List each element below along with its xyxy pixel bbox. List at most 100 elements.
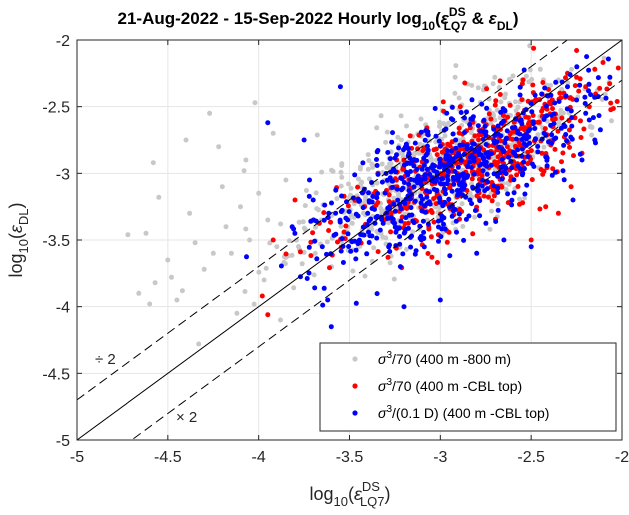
data-point <box>314 256 320 262</box>
data-point <box>388 161 394 167</box>
data-point <box>455 175 461 181</box>
data-point <box>581 126 587 132</box>
data-point <box>437 196 443 202</box>
data-point <box>187 210 193 216</box>
series-2 <box>244 54 613 330</box>
data-point <box>437 297 443 303</box>
data-point <box>455 192 461 198</box>
data-point <box>462 130 468 135</box>
data-point <box>424 166 430 172</box>
data-point <box>399 176 405 182</box>
data-point <box>553 135 559 141</box>
legend-label-blue: σ3/(0.1 D) (400 m -CBL top) <box>378 404 549 421</box>
legend-gray-sigma: σ <box>378 351 387 367</box>
data-point <box>338 248 344 254</box>
data-point <box>437 123 442 129</box>
data-point <box>604 86 610 92</box>
data-point <box>270 237 276 243</box>
y-tick-label: -4 <box>56 300 70 317</box>
data-point <box>568 108 574 114</box>
data-point <box>387 175 393 181</box>
y-ticks: -5 -4.5 -4 -3.5 -3 -2.5 -2 <box>42 33 622 450</box>
data-point <box>412 198 418 204</box>
legend-entry-gray: σ3/70 (400 m -800 m) <box>352 350 511 367</box>
data-point <box>405 172 411 178</box>
data-point <box>520 77 526 83</box>
data-point <box>480 177 485 183</box>
data-point <box>401 147 406 153</box>
data-point <box>348 185 354 191</box>
data-point <box>207 110 213 116</box>
data-point <box>408 244 414 250</box>
data-point <box>355 213 361 219</box>
data-point <box>316 207 321 213</box>
data-point <box>406 181 412 187</box>
data-point <box>605 56 611 62</box>
data-point <box>509 202 515 208</box>
data-point <box>452 90 458 96</box>
data-point <box>434 260 440 265</box>
data-point <box>421 236 427 242</box>
data-point <box>358 180 364 186</box>
data-point <box>344 199 349 205</box>
data-point <box>374 291 380 297</box>
data-point <box>265 312 271 318</box>
data-point <box>589 132 595 138</box>
data-point <box>556 121 562 127</box>
data-point <box>278 221 284 227</box>
data-point <box>365 152 371 158</box>
data-point <box>535 144 541 149</box>
data-point <box>505 191 511 197</box>
data-point <box>301 249 307 255</box>
data-point <box>377 227 383 233</box>
data-point <box>366 190 371 196</box>
data-point <box>453 145 459 151</box>
data-point <box>552 100 558 106</box>
data-point <box>306 270 312 276</box>
data-point <box>450 174 456 180</box>
data-point <box>449 213 455 219</box>
data-point <box>592 66 598 72</box>
ylabel-close: ) <box>6 202 26 208</box>
data-point <box>438 176 444 182</box>
data-point <box>356 198 362 204</box>
data-point <box>422 137 428 143</box>
data-point <box>530 113 536 118</box>
data-point <box>525 149 531 155</box>
data-point <box>393 229 399 235</box>
data-point <box>343 215 349 221</box>
data-point <box>488 120 494 126</box>
data-point <box>474 250 480 256</box>
reference-lines <box>77 40 622 440</box>
data-point <box>461 151 467 157</box>
data-point <box>427 189 433 195</box>
data-point <box>501 237 507 243</box>
data-point <box>506 181 512 187</box>
data-point <box>366 218 372 224</box>
data-point <box>441 221 446 227</box>
data-point <box>437 143 443 149</box>
data-point <box>416 150 422 156</box>
data-point <box>452 169 458 174</box>
data-point <box>511 190 517 196</box>
data-point <box>421 244 427 250</box>
data-point <box>406 188 412 194</box>
data-point <box>228 250 234 256</box>
data-point <box>515 128 520 134</box>
data-point <box>356 237 362 243</box>
data-point <box>353 300 359 306</box>
data-point <box>300 219 306 225</box>
data-point <box>515 184 521 189</box>
data-point <box>586 117 592 123</box>
data-point <box>485 179 491 185</box>
data-point <box>256 190 262 196</box>
data-point <box>320 302 326 308</box>
data-point <box>481 156 487 162</box>
data-point <box>515 163 521 169</box>
data-point <box>472 133 478 139</box>
x-tick-label: -2.5 <box>517 449 545 466</box>
data-point <box>374 195 380 201</box>
data-point <box>374 213 380 219</box>
data-point <box>509 197 515 203</box>
data-point <box>210 250 216 256</box>
